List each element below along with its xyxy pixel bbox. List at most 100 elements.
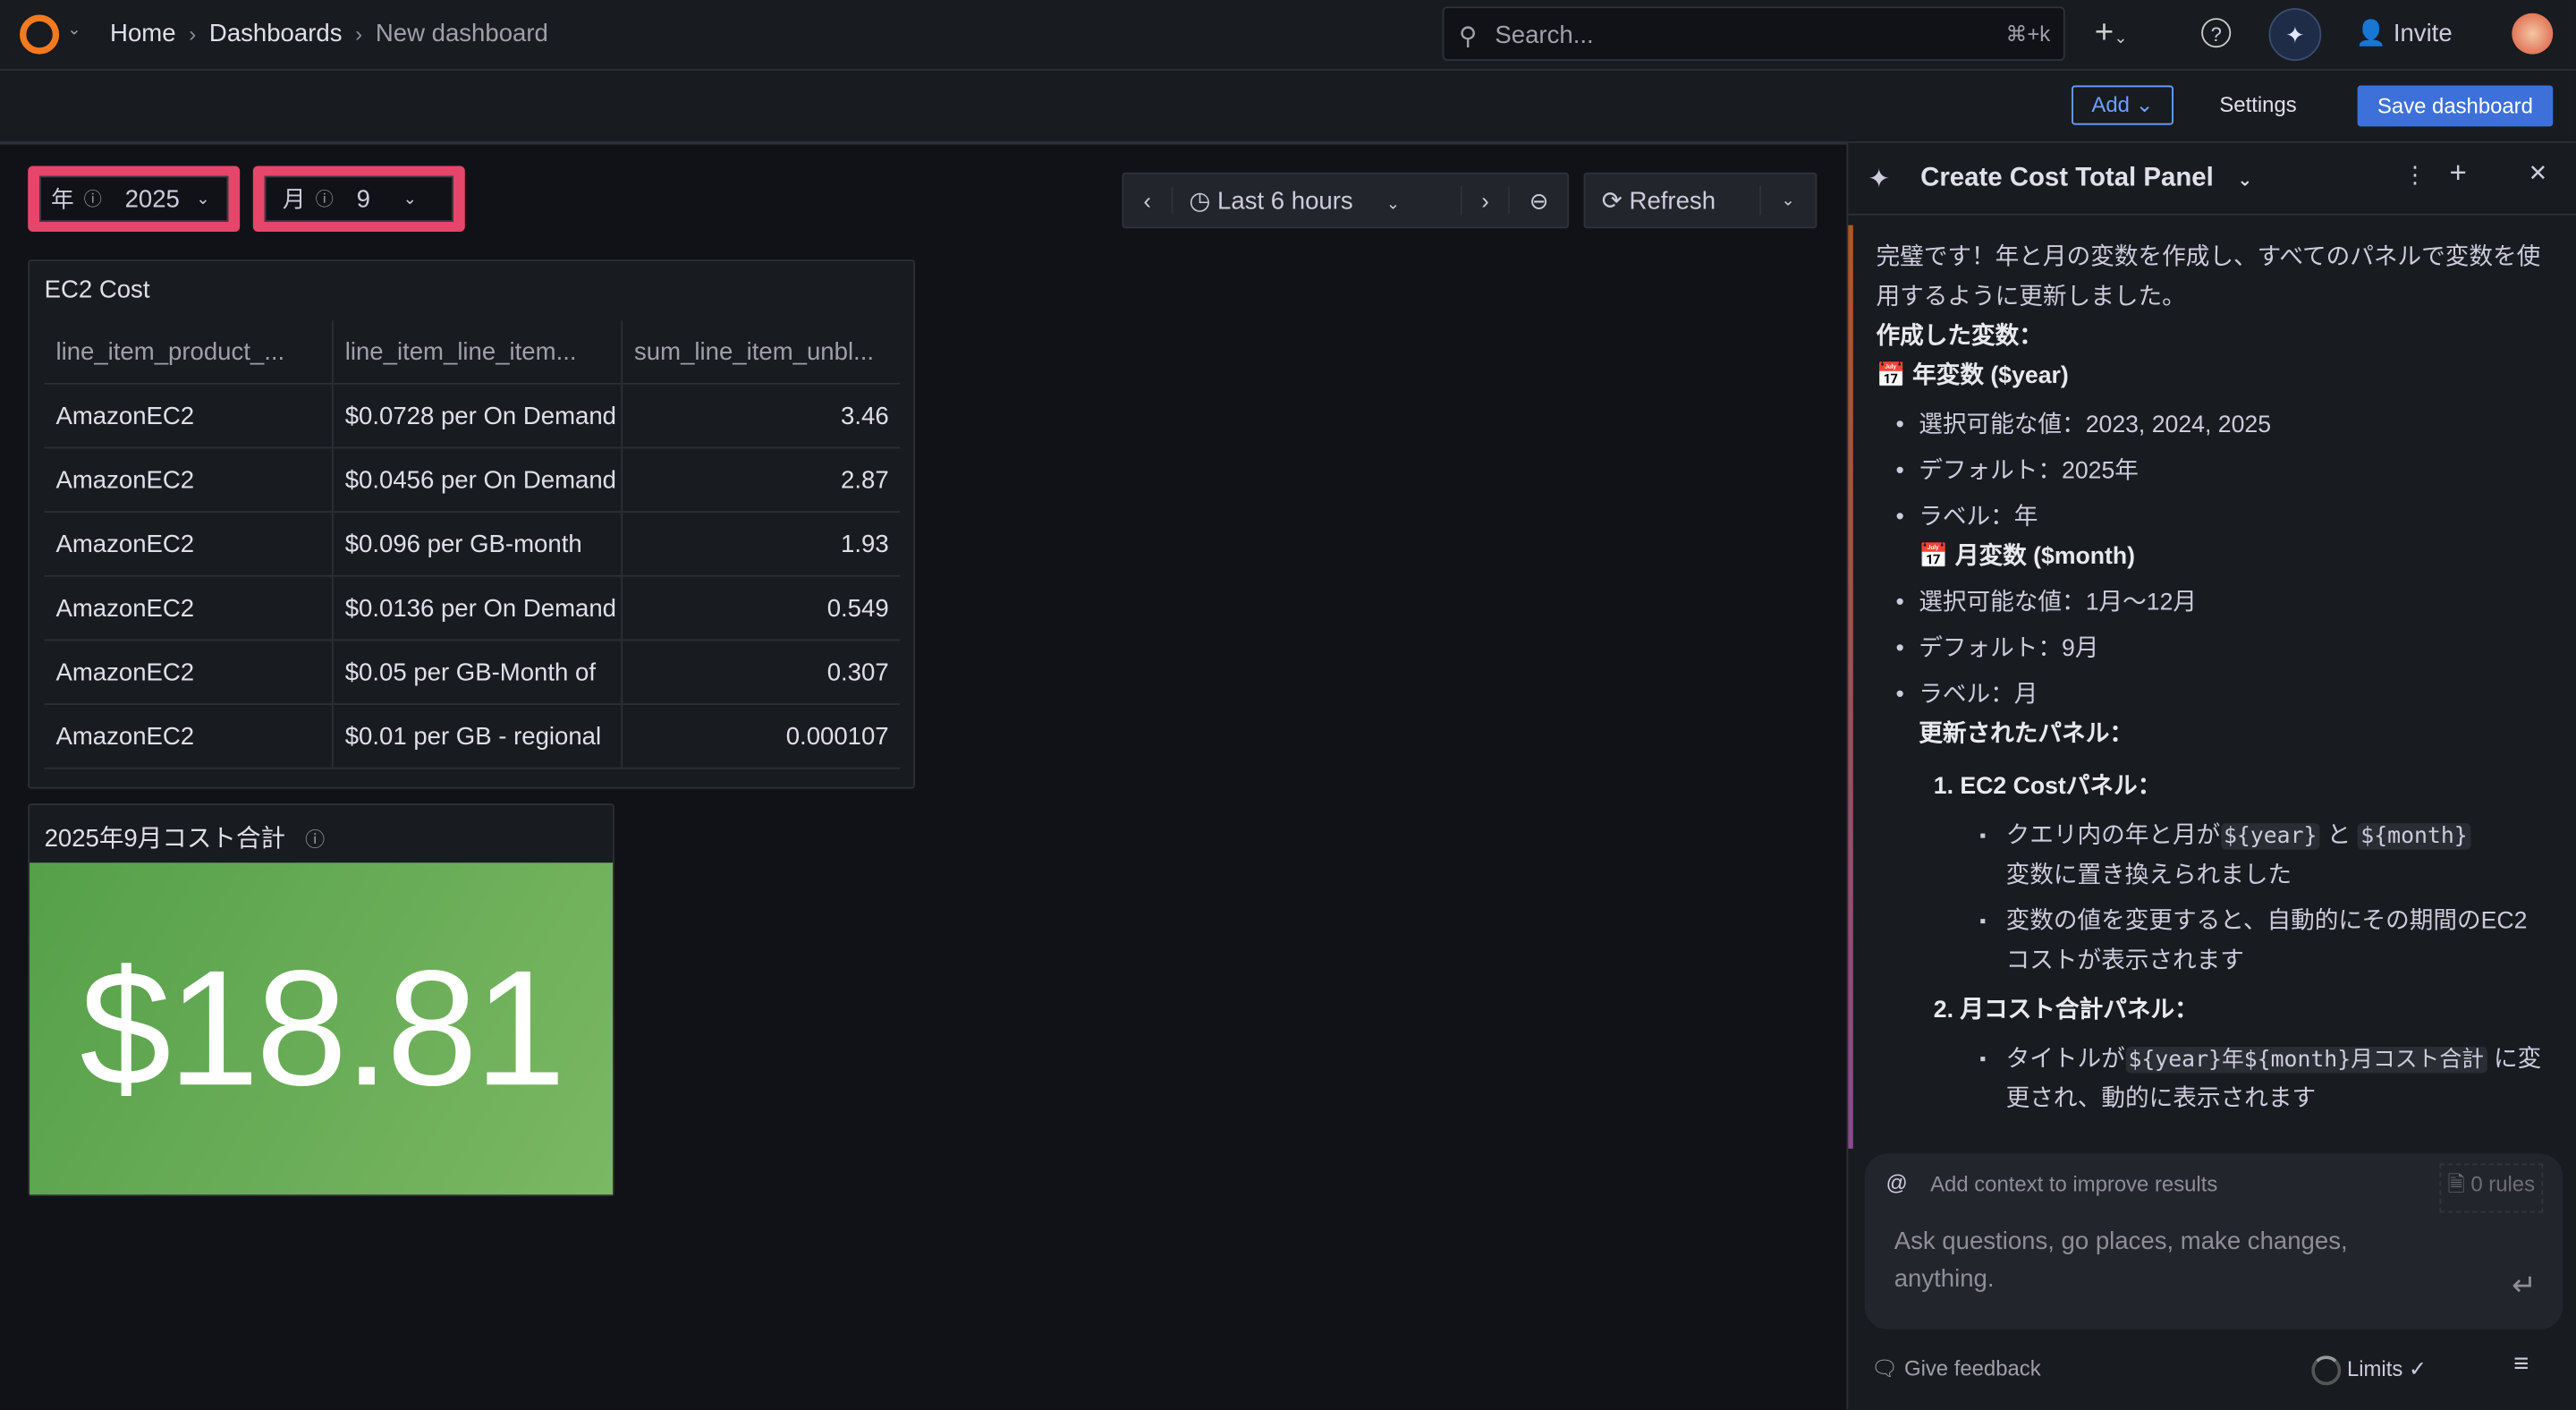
list-item: クエリ内の年と月が${year} と ${month}変数に置き換えられました xyxy=(2006,817,2550,896)
invite-label: Invite xyxy=(2393,20,2453,48)
assistant-panel: ✦ Create Cost Total Panel ⌄ ⋮ + ✕ 完璧です！年… xyxy=(1846,142,2576,1410)
time-range-button[interactable]: ◷ Last 6 hours ⌄ xyxy=(1173,185,1462,216)
search-shortcut: ⌘+k xyxy=(2005,21,2051,47)
close-icon[interactable]: ✕ xyxy=(2528,159,2548,186)
table-row: AmazonEC2 $0.0136 per On Demand 0.549 xyxy=(44,575,901,641)
at-mention-icon[interactable]: @ xyxy=(1885,1169,1908,1195)
info-icon: ⓘ xyxy=(305,828,326,852)
column-header[interactable]: line_item_line_item... xyxy=(332,320,623,385)
message-text: 完璧です！年と月の変数を作成し、すべてのパネルで変数を使用するように更新しました… xyxy=(1876,244,2541,311)
info-icon: ⓘ xyxy=(83,191,102,211)
table-cell: 3.46 xyxy=(622,383,901,449)
column-header[interactable]: line_item_product_... xyxy=(44,320,334,385)
heading: 年変数 ($year) xyxy=(1912,362,2069,390)
table-cell: 2.87 xyxy=(622,447,901,514)
table-cell: $0.096 per GB-month xyxy=(332,512,623,577)
send-enter-icon[interactable]: ↵ xyxy=(2512,1268,2537,1302)
new-plus-icon[interactable]: +⌄ xyxy=(2094,14,2128,51)
table-cell: 0.000107 xyxy=(622,704,901,769)
breadcrumb-home[interactable]: Home xyxy=(110,20,176,48)
save-dashboard-button[interactable]: Save dashboard xyxy=(2357,85,2554,127)
time-back-icon[interactable]: ‹ xyxy=(1123,187,1173,214)
variable-label: 月 xyxy=(282,185,306,212)
table-cell: $0.0136 per On Demand xyxy=(332,575,623,641)
sparkle-icon: ✦ xyxy=(1868,166,1890,194)
table-cell: AmazonEC2 xyxy=(44,383,334,449)
table-cell: AmazonEC2 xyxy=(44,704,334,769)
limits-button[interactable]: Limits ✓ xyxy=(2311,1355,2427,1386)
heading: 月変数 ($month) xyxy=(1954,543,2136,571)
conversation-title[interactable]: Create Cost Total Panel ⌄ xyxy=(1920,164,2253,192)
table-cell: AmazonEC2 xyxy=(44,640,334,705)
search-icon: ⚲ xyxy=(1458,22,1478,51)
variable-value[interactable]: 2025 xyxy=(124,184,180,213)
time-picker: ‹ ◷ Last 6 hours ⌄ › ⊖ xyxy=(1122,172,1570,229)
table-cell: AmazonEC2 xyxy=(44,575,334,641)
assistant-sparkle-icon[interactable]: ✦ xyxy=(2268,8,2322,61)
heading: 更新されたパネル： xyxy=(1919,721,2133,748)
list-item: 選択可能な値：1月〜12月 xyxy=(1919,583,2549,623)
zoom-out-icon[interactable]: ⊖ xyxy=(1529,186,1549,213)
variable-value[interactable]: 9 xyxy=(356,184,370,213)
search-input[interactable]: ⚲ Search... ⌘+k xyxy=(1442,6,2065,61)
new-chat-plus-icon[interactable]: + xyxy=(2449,156,2467,190)
breadcrumb-current: New dashboard xyxy=(375,20,548,48)
usage-ring-icon xyxy=(2311,1355,2342,1386)
table-cell: $0.01 per GB - regional xyxy=(332,704,623,769)
refresh-button[interactable]: ⟳ Refresh xyxy=(1585,185,1761,216)
feedback-icon: 🗨 xyxy=(1871,1355,1899,1380)
rules-button[interactable]: 🗎 0 rules xyxy=(2439,1163,2544,1213)
panel-title[interactable]: EC2 Cost xyxy=(44,276,150,304)
refresh-interval-dropdown[interactable]: ⌄ xyxy=(1781,191,1795,210)
variable-year[interactable]: 年 ⓘ 2025 ⌄ xyxy=(28,166,241,232)
heading: 1. EC2 Costパネル： xyxy=(1933,774,2162,801)
user-plus-icon: 👤 xyxy=(2355,20,2394,48)
calendar-icon: 📅 xyxy=(1876,362,1906,390)
variable-label: 年 xyxy=(50,185,74,212)
table-cell: 1.93 xyxy=(622,512,901,577)
stat-panel: 2025年9月コスト合計 ⓘ $18.81 xyxy=(28,803,614,1197)
chat-input[interactable]: Ask questions, go places, make changes, … xyxy=(1894,1227,2348,1294)
search-placeholder: Search... xyxy=(1495,21,1594,50)
list-item: ラベル：年 xyxy=(1919,498,2549,538)
chevron-down-icon[interactable]: ⌄ xyxy=(67,21,81,40)
breadcrumb: Home › Dashboards › New dashboard xyxy=(110,20,548,48)
refresh-icon: ⟳ xyxy=(1601,187,1623,216)
stat-value: $18.81 xyxy=(30,862,614,1195)
table-cell: AmazonEC2 xyxy=(44,447,334,514)
column-header[interactable]: sum_line_item_unbl... xyxy=(622,320,901,385)
breadcrumb-dashboards[interactable]: Dashboards xyxy=(208,20,343,48)
chevron-down-icon: ⌄ xyxy=(402,190,418,208)
table-row: AmazonEC2 $0.05 per GB-Month of 0.307 xyxy=(44,640,901,705)
heading: 作成した変数： xyxy=(1876,323,2043,351)
table-row: AmazonEC2 $0.096 per GB-month 1.93 xyxy=(44,512,901,577)
heading: 2. 月コスト合計パネル： xyxy=(1933,997,2199,1024)
give-feedback-button[interactable]: 🗨 Give feedback xyxy=(1871,1355,2041,1380)
settings-button[interactable]: Settings xyxy=(2219,91,2297,117)
menu-icon[interactable]: ≡ xyxy=(2513,1350,2529,1379)
grafana-logo-icon[interactable] xyxy=(20,14,60,55)
more-menu-icon[interactable]: ⋮ xyxy=(2403,160,2427,188)
cost-table: line_item_product_... line_item_line_ite… xyxy=(44,320,901,769)
table-cell: $0.0728 per On Demand xyxy=(332,383,623,449)
dashboard-toolbar xyxy=(0,70,2576,145)
chevron-down-icon: ⌄ xyxy=(196,190,210,208)
avatar[interactable] xyxy=(2512,13,2554,55)
variable-month[interactable]: 月 ⓘ 9 ⌄ xyxy=(252,166,465,232)
refresh-picker: ⟳ Refresh ⌄ xyxy=(1583,172,1818,229)
table-row: AmazonEC2 $0.0456 per On Demand 2.87 xyxy=(44,447,901,514)
help-icon[interactable]: ? xyxy=(2201,18,2232,48)
list-item: タイトルが${year}年${month}月コスト合計 に変更され、動的に表示さ… xyxy=(2006,1041,2550,1119)
table-cell: AmazonEC2 xyxy=(44,512,334,577)
add-context-button[interactable]: Add context to improve results xyxy=(1930,1171,2218,1197)
table-cell: 0.549 xyxy=(622,575,901,641)
list-item: デフォルト：9月 xyxy=(1919,629,2549,668)
table-cell: 0.307 xyxy=(622,640,901,705)
assistant-message: 完璧です！年と月の変数を作成し、すべてのパネルで変数を使用するように更新しました… xyxy=(1877,238,2550,1150)
panel-title[interactable]: 2025年9月コスト合計 ⓘ xyxy=(44,825,326,854)
time-forward-icon[interactable]: › xyxy=(1462,187,1511,214)
table-row: AmazonEC2 $0.0728 per On Demand 3.46 xyxy=(44,383,901,449)
invite-button[interactable]: 👤 Invite xyxy=(2356,18,2453,47)
table-cell: $0.05 per GB-Month of xyxy=(332,640,623,705)
add-button[interactable]: Add ⌄ xyxy=(2072,85,2174,125)
